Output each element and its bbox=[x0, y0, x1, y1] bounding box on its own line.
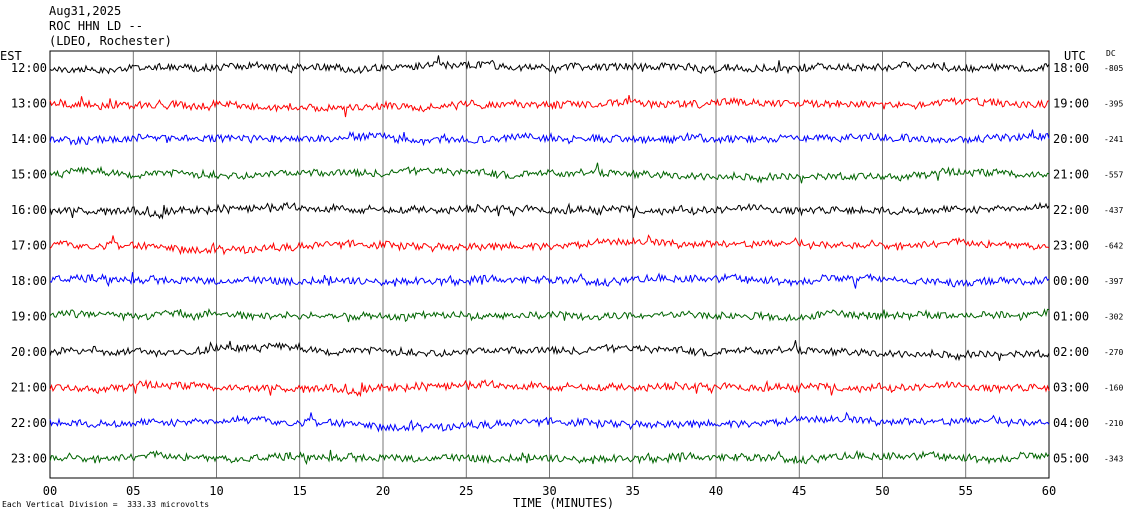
utc-time-label: 03:00 bbox=[1053, 381, 1089, 395]
dc-offset-label: -437 bbox=[1104, 206, 1123, 215]
est-time-label: 16:00 bbox=[11, 203, 47, 217]
est-time-label: 22:00 bbox=[11, 416, 47, 430]
est-time-label: 20:00 bbox=[11, 345, 47, 359]
est-time-label: 13:00 bbox=[11, 97, 47, 111]
dc-offset-label: -642 bbox=[1104, 242, 1123, 251]
scale-note: Each Vertical Division = 333.33 microvol… bbox=[2, 500, 210, 509]
est-time-label: 18:00 bbox=[11, 274, 47, 288]
x-tick-label: 35 bbox=[626, 484, 640, 498]
utc-time-label: 00:00 bbox=[1053, 274, 1089, 288]
trace-line-1700 bbox=[49, 234, 1050, 256]
est-time-label: 17:00 bbox=[11, 239, 47, 253]
utc-time-label: 19:00 bbox=[1053, 97, 1089, 111]
trace-line-1500 bbox=[49, 162, 1050, 184]
trace-line-1800 bbox=[49, 272, 1050, 289]
dc-label: DC bbox=[1106, 49, 1116, 58]
utc-zone-label: UTC bbox=[1064, 49, 1086, 63]
est-time-label: 21:00 bbox=[11, 381, 47, 395]
dc-offset-label: -241 bbox=[1104, 135, 1123, 144]
utc-time-label: 20:00 bbox=[1053, 132, 1089, 146]
dc-offset-label: -397 bbox=[1104, 277, 1123, 286]
utc-time-label: 18:00 bbox=[1053, 61, 1089, 75]
dc-offset-label: -210 bbox=[1104, 419, 1123, 428]
x-tick-label: 20 bbox=[376, 484, 390, 498]
trace-line-1200 bbox=[49, 55, 1050, 75]
row-labels: 12:00 18:00 -805 13:00 19:00 -395 14:00 20:00 -2… bbox=[11, 61, 1124, 466]
x-tick-label: 25 bbox=[459, 484, 473, 498]
utc-time-label: 05:00 bbox=[1053, 452, 1089, 466]
trace-line-2200 bbox=[49, 411, 1050, 434]
x-tick-label: 55 bbox=[959, 484, 973, 498]
trace-line-1600 bbox=[49, 201, 1050, 220]
station-label: ROC HHN LD -- bbox=[49, 19, 143, 33]
utc-time-label: 02:00 bbox=[1053, 345, 1089, 359]
est-time-label: 12:00 bbox=[11, 61, 47, 75]
x-tick-label: 10 bbox=[209, 484, 223, 498]
trace-line-2100 bbox=[49, 379, 1050, 398]
dc-offset-label: -557 bbox=[1104, 171, 1123, 180]
trace-line-1400 bbox=[49, 129, 1050, 147]
x-tick-label: 40 bbox=[709, 484, 723, 498]
x-tick-label: 00 bbox=[43, 484, 57, 498]
dc-offset-label: -805 bbox=[1104, 64, 1123, 73]
dc-offset-label: -160 bbox=[1104, 384, 1123, 393]
est-time-label: 23:00 bbox=[11, 452, 47, 466]
x-tick-label: 45 bbox=[792, 484, 806, 498]
x-tick-label: 05 bbox=[126, 484, 140, 498]
date-label: Aug31,2025 bbox=[49, 4, 122, 18]
x-axis-ticks: 00 05 10 15 20 25 30 35 40 45 50 55 60 bbox=[43, 484, 1056, 498]
utc-time-label: 22:00 bbox=[1053, 203, 1089, 217]
est-time-label: 19:00 bbox=[11, 310, 47, 324]
dc-offset-label: -395 bbox=[1104, 100, 1123, 109]
dc-offset-label: -343 bbox=[1104, 455, 1123, 464]
utc-time-label: 01:00 bbox=[1053, 310, 1089, 324]
x-tick-label: 50 bbox=[875, 484, 889, 498]
dc-offset-label: -302 bbox=[1104, 313, 1123, 322]
utc-time-label: 23:00 bbox=[1053, 239, 1089, 253]
est-time-label: 15:00 bbox=[11, 168, 47, 182]
x-tick-label: 15 bbox=[293, 484, 307, 498]
trace-group bbox=[49, 55, 1050, 466]
trace-line-2000 bbox=[49, 340, 1050, 362]
dc-offset-label: -270 bbox=[1104, 348, 1123, 357]
network-label: (LDEO, Rochester) bbox=[49, 34, 172, 48]
est-time-label: 14:00 bbox=[11, 132, 47, 146]
utc-time-label: 04:00 bbox=[1053, 416, 1089, 430]
x-axis-title: TIME (MINUTES) bbox=[513, 496, 615, 510]
est-zone-label: EST bbox=[0, 49, 22, 63]
trace-line-1900 bbox=[49, 307, 1050, 323]
trace-line-1300 bbox=[49, 94, 1050, 118]
x-tick-label: 60 bbox=[1042, 484, 1056, 498]
trace-line-2300 bbox=[49, 449, 1050, 466]
utc-time-label: 21:00 bbox=[1053, 168, 1089, 182]
grid bbox=[49, 50, 1050, 479]
x-tick-label: 30 bbox=[542, 484, 556, 498]
